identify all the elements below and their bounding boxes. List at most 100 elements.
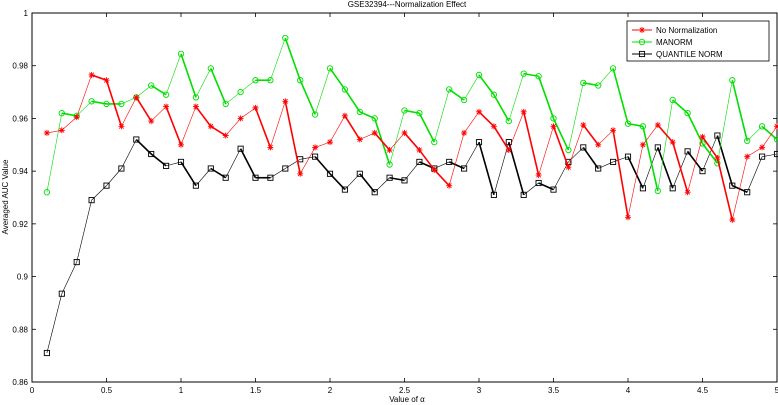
data-point (684, 148, 691, 155)
data-point (103, 77, 110, 84)
series-line-segment (359, 132, 375, 140)
data-point (475, 139, 483, 146)
series-line-segment (597, 130, 614, 146)
series-line-segment (299, 79, 316, 115)
data-point (624, 153, 632, 160)
data-point (43, 129, 50, 136)
data-point (237, 88, 244, 96)
x-tick-label: 5 (775, 386, 778, 395)
data-point (371, 189, 378, 196)
data-point (431, 166, 438, 173)
data-point (58, 290, 65, 297)
legend-marker (638, 38, 646, 46)
data-point (326, 170, 334, 177)
data-point (609, 65, 617, 72)
series-line-segment (61, 116, 77, 131)
data-point (535, 73, 542, 80)
series-line-segment (403, 132, 421, 151)
data-point (595, 82, 602, 89)
series-line-segment (76, 101, 92, 117)
data-point (595, 165, 602, 172)
data-point (505, 147, 512, 154)
series-line-segment (761, 125, 778, 141)
data-point (401, 107, 408, 114)
data-point (192, 182, 199, 189)
series-line-segment (225, 148, 241, 178)
series-line-segment (463, 142, 480, 169)
data-point (326, 65, 334, 72)
series-line-segment (210, 125, 227, 137)
y-tick-label: 0.92 (12, 220, 28, 229)
series-line-segment (284, 101, 301, 174)
data-point (565, 164, 572, 171)
series-line-segment (76, 74, 92, 118)
data-point (461, 129, 468, 136)
data-point (654, 187, 661, 195)
series-line-segment (314, 141, 331, 148)
data-point (520, 191, 527, 198)
series-line-segment (314, 68, 331, 115)
series-line-segment (180, 53, 197, 98)
data-point (520, 108, 527, 115)
series-line-segment (746, 126, 763, 142)
series-no-normalization (43, 71, 778, 223)
data-point (148, 118, 155, 125)
series-line-segment (165, 53, 182, 95)
data-point (773, 136, 778, 143)
data-point (311, 111, 319, 118)
data-point (699, 168, 706, 175)
data-point (207, 65, 214, 72)
data-point (729, 182, 736, 189)
data-point (222, 132, 229, 139)
data-point (371, 115, 378, 122)
series-line-segment (612, 68, 629, 124)
x-tick-label: 4.5 (697, 386, 709, 395)
data-point (386, 174, 393, 181)
y-tick-label: 0.86 (12, 378, 28, 387)
x-axis-label: Value of α (389, 395, 425, 404)
y-axis-label: Averaged AUC Value (1, 159, 10, 234)
series-line-segment (478, 111, 495, 127)
data-point (714, 132, 721, 139)
data-point (729, 77, 736, 84)
series-line-segment (239, 148, 257, 179)
y-tick-label: 0.88 (12, 325, 28, 334)
data-point (774, 123, 778, 130)
x-tick-label: 0 (30, 386, 35, 395)
series-line-segment (180, 106, 197, 145)
series-line-segment (716, 135, 734, 186)
data-point (207, 165, 214, 172)
data-point (535, 179, 542, 187)
series-line-segment (717, 80, 733, 164)
legend-label: QUANTILE NORM (656, 50, 723, 59)
x-tick-label: 2.5 (399, 386, 411, 395)
data-point (431, 138, 438, 146)
series-line-segment (61, 261, 77, 294)
data-point (282, 34, 289, 42)
series-line-segment (270, 37, 286, 81)
data-point (729, 216, 736, 223)
data-point (43, 189, 51, 196)
data-point (773, 150, 778, 158)
data-point (252, 174, 259, 181)
series-line-segment (478, 141, 495, 196)
data-point (341, 112, 348, 119)
series-line-segment (418, 112, 436, 143)
series-line-segment (434, 89, 450, 143)
series-line-segment (522, 111, 540, 176)
series-line-segment (359, 173, 376, 193)
data-point (550, 123, 557, 130)
series-line-segment (716, 157, 734, 221)
series-line-segment (344, 115, 361, 140)
series-line-segment (731, 80, 748, 142)
data-point (282, 98, 289, 105)
data-point (669, 185, 676, 192)
series-line-segment (121, 97, 137, 127)
data-point (207, 123, 214, 130)
data-point (327, 139, 333, 146)
data-point (73, 114, 80, 121)
series-line-segment (732, 156, 748, 220)
series-line-segment (389, 110, 405, 165)
data-point (684, 110, 691, 117)
series-line-segment (240, 107, 256, 119)
